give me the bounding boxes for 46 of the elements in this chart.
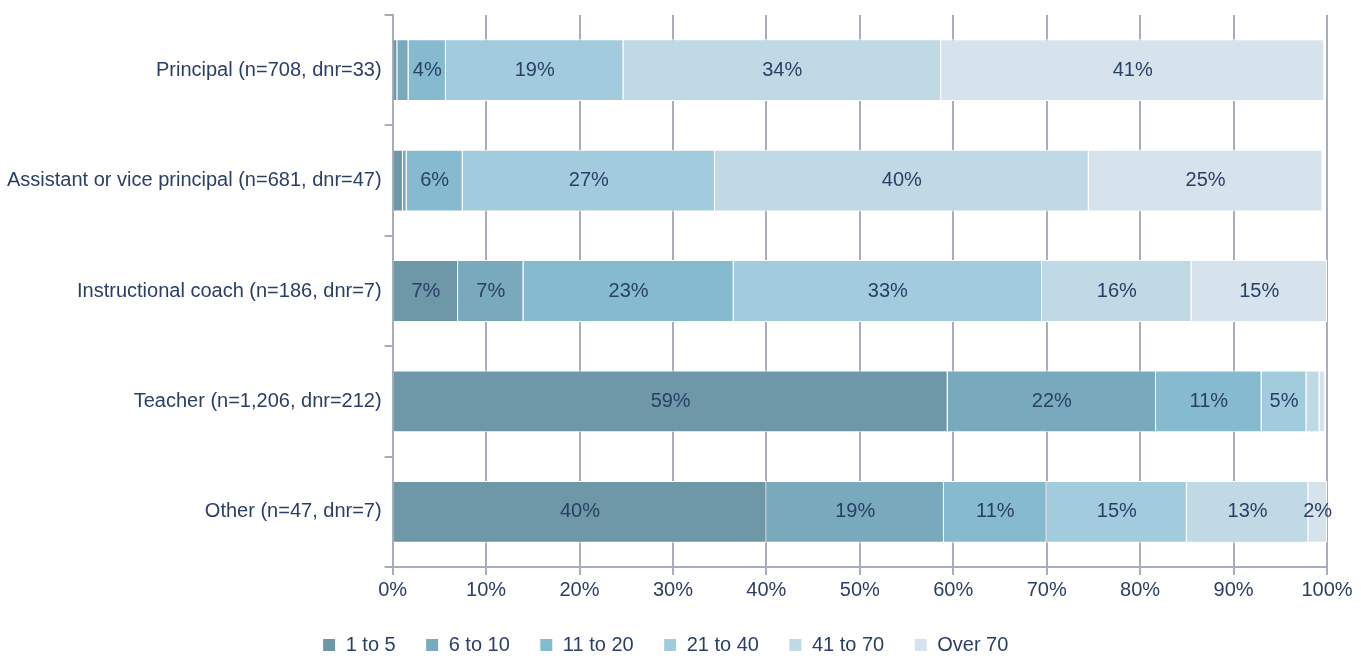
data-label: 41% — [1112, 57, 1153, 80]
legend-label: 11 to 20 — [562, 632, 634, 655]
y-tick-label: Teacher (n=1,206, dnr=212) — [133, 388, 382, 411]
data-label: 11% — [1189, 388, 1229, 411]
data-label: 22% — [1031, 388, 1073, 411]
data-label: 19% — [514, 57, 555, 80]
x-tick-label: 10% — [466, 577, 507, 600]
x-tick-label: 30% — [652, 577, 694, 600]
data-label: 40% — [881, 168, 923, 191]
data-label: 5% — [1269, 388, 1299, 411]
x-tick-label: 40% — [746, 577, 787, 600]
y-tick-label: Instructional coach (n=186, dnr=7) — [77, 278, 382, 301]
data-label: 40% — [560, 499, 601, 522]
data-label: 2% — [1303, 499, 1333, 522]
data-label: 15% — [1096, 499, 1137, 522]
y-tick-label: Principal (n=708, dnr=33) — [155, 57, 382, 80]
data-label: 6% — [420, 168, 450, 191]
data-label: 16% — [1096, 278, 1137, 301]
x-tick-label: 90% — [1213, 577, 1254, 600]
data-label: 7% — [476, 278, 506, 301]
data-label: 25% — [1185, 168, 1226, 191]
legend-label: Over 70 — [937, 632, 1009, 655]
x-tick-label: 100% — [1301, 577, 1353, 600]
data-label: 23% — [608, 278, 649, 301]
x-tick-label: 70% — [1026, 577, 1067, 600]
data-label: 27% — [568, 168, 610, 191]
y-tick-label: Assistant or vice principal (n=681, dnr=47) — [7, 168, 382, 191]
data-label: 15% — [1239, 278, 1280, 301]
x-tick-label: 20% — [559, 577, 600, 600]
data-label: 34% — [762, 57, 803, 80]
legend-label: 1 to 5 — [345, 632, 396, 655]
data-label: 59% — [650, 388, 691, 411]
data-label: 11% — [976, 499, 1015, 522]
data-label: 4% — [412, 57, 442, 80]
data-label: 33% — [867, 278, 909, 301]
y-tick-label: Other (n=47, dnr=7) — [204, 499, 382, 522]
legend-label: 21 to 40 — [686, 632, 759, 655]
x-tick-label: 0% — [378, 577, 408, 600]
data-label: 7% — [411, 278, 441, 301]
x-tick-label: 60% — [933, 577, 974, 600]
x-tick-label: 80% — [1120, 577, 1161, 600]
legend-label: 41 to 70 — [811, 632, 885, 655]
data-label: 13% — [1227, 499, 1268, 522]
x-tick-label: 50% — [839, 577, 881, 600]
data-label: 19% — [835, 499, 876, 522]
legend-label: 6 to 10 — [448, 632, 510, 655]
